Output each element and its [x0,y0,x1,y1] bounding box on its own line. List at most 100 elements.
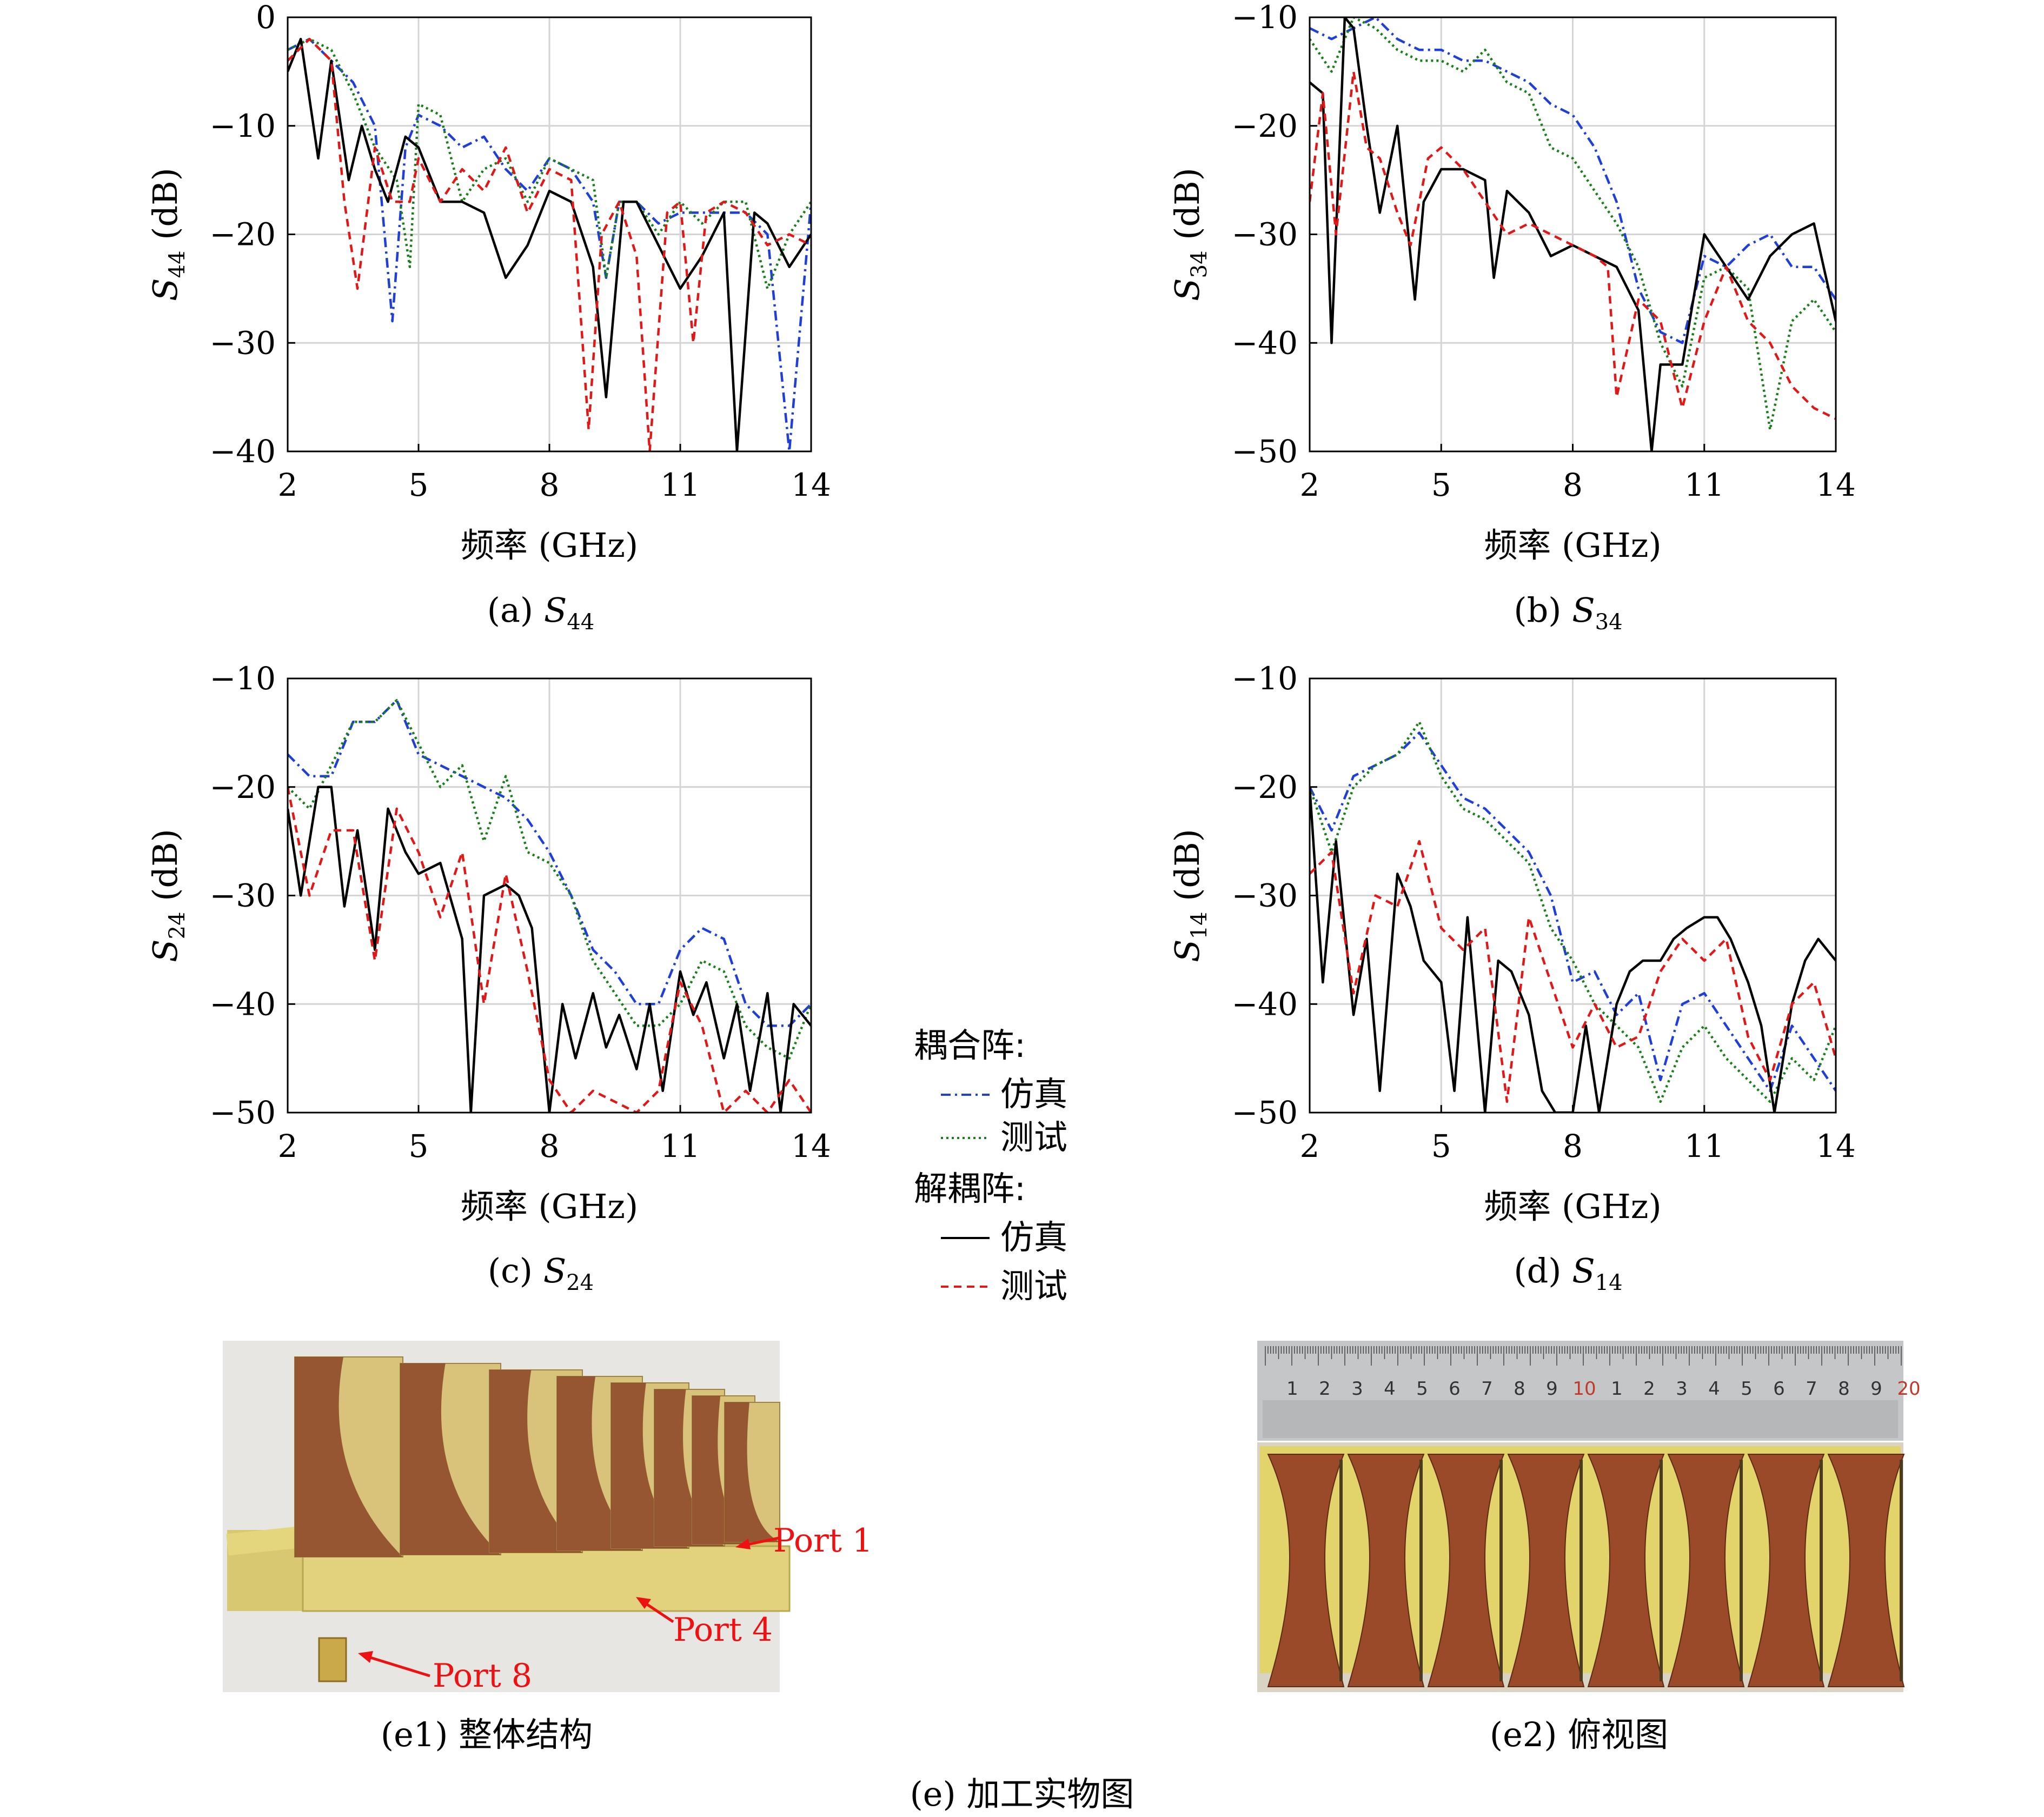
ruler-number: 9 [1870,1378,1882,1400]
ruler-number: 2 [1319,1378,1331,1400]
series-line-coupled_meas [288,698,811,1060]
y-tick-label: −20 [1232,108,1298,144]
e2-fin [1427,1454,1505,1687]
ruler-number: 10 [1572,1378,1596,1400]
ruler-numbers: 1 2 3 4 5 6 7 8 9 10 1 2 3 4 5 6 7 8 9 20 [1286,1378,1920,1400]
x-tick-label: 14 [791,1128,831,1164]
x-tick-label: 2 [1300,467,1320,503]
x-tick-label: 2 [278,1128,298,1164]
chart-c: 2 5 8 11 14 −10 −20 −30 −40 −50 频率 (GHz) S24 (dB) (c… [145,660,831,1295]
caption-e: (e) 加工实物图 [910,1774,1134,1814]
x-axis-label: 频率 (GHz) [461,525,638,565]
photo-top-view: 1 2 3 4 5 6 7 8 9 10 1 2 3 4 5 6 7 8 9 20 [1257,1341,1921,1692]
y-tick-label: −50 [1232,433,1298,470]
ruler-ticks [1265,1346,1902,1366]
series-line-decoupled_meas [288,37,811,451]
y-tick-label: −40 [1232,986,1298,1022]
e1-fin-copper [654,1389,725,1546]
x-tick-label: 11 [1684,467,1724,503]
legend-group1-meas-label: 测试 [1000,1117,1067,1157]
y-axis-label: S44 (dB) [145,168,190,301]
x-tick-label: 11 [1684,1128,1724,1164]
ruler-number: 3 [1676,1378,1688,1400]
e1-fin-copper [725,1402,780,1542]
y-axis-label: S34 (dB) [1167,168,1212,301]
legend-group2-sim-label: 仿真 [1000,1217,1067,1257]
chart-d: 2 5 8 11 14 −10 −20 −30 −40 −50 频率 (GHz) S14 (dB) (d… [1167,660,1856,1295]
x-tick-label: 5 [409,467,429,503]
chart-b: 2 5 8 11 14 −10 −20 −30 −40 −50 频率 (GHz) S34 (dB) (b… [1167,0,1856,635]
port4-annotation: Port 4 [636,1597,773,1649]
e2-fin [1587,1454,1665,1687]
y-tick-label: −10 [1232,660,1298,697]
ruler-number: 9 [1546,1378,1558,1400]
series-line-coupled_meas [288,37,811,290]
x-tick-label: 2 [1300,1128,1320,1164]
e2-fin [1507,1454,1585,1687]
y-tick-label: −50 [1232,1094,1298,1131]
series-line-decoupled_meas [1310,840,1836,1103]
y-tick-label: −30 [210,877,276,914]
e2-fin [1827,1454,1905,1687]
x-tick-label: 14 [1816,467,1856,503]
legend-group2-title: 解耦阵: [914,1169,1026,1208]
series-line-coupled_sim [288,698,811,1027]
ruler-number: 4 [1384,1378,1396,1400]
e1-fin-copper [692,1396,755,1544]
photo-overall-structure: Port 1 Port 4 Port 8 [223,1341,873,1695]
y-tick-label: −40 [210,986,276,1022]
legend: 耦合阵: 仿真 测试 解耦阵: 仿真 测试 [914,1026,1067,1306]
series-line-coupled_sim [1310,731,1836,1093]
y-tick-label: −20 [210,216,276,253]
e2-fin [1267,1454,1345,1687]
series-line-decoupled_sim [288,37,811,451]
x-tick-label: 8 [1563,467,1583,503]
caption-e1: (e1) 整体结构 [381,1715,593,1754]
ruler-number: 4 [1708,1378,1720,1400]
e2-fin [1667,1454,1745,1687]
x-tick-label: 5 [409,1128,429,1164]
x-tick-label: 2 [278,467,298,503]
ruler-number: 6 [1449,1378,1461,1400]
y-tick-label: −10 [210,108,276,144]
y-tick-label: −30 [1232,877,1298,914]
port1-label: Port 1 [773,1522,873,1560]
series-line-decoupled_sim [1310,787,1836,1113]
x-tick-label: 8 [540,1128,560,1164]
ruler-number: 1 [1286,1378,1298,1400]
x-tick-label: 8 [540,467,560,503]
ruler-number: 6 [1773,1378,1785,1400]
ruler-number: 5 [1416,1378,1428,1400]
e2-fin [1747,1454,1825,1687]
y-tick-label: −10 [210,660,276,697]
y-tick-label: −20 [210,769,276,806]
x-tick-label: 5 [1431,467,1451,503]
chart-caption: (b) S34 [1514,590,1622,635]
e1-antenna-fins [294,1356,780,1558]
ruler-number: 8 [1838,1378,1850,1400]
y-axis-label: S14 (dB) [1167,829,1212,962]
x-tick-label: 5 [1431,1128,1451,1164]
e1-fin-copper [489,1370,582,1553]
x-tick-label: 11 [660,1128,700,1164]
port4-label: Port 4 [673,1611,773,1649]
x-axis-label: 频率 (GHz) [1484,1187,1661,1226]
ruler-number: 20 [1897,1378,1920,1400]
x-tick-label: 14 [791,467,831,503]
y-tick-label: −50 [210,1094,276,1131]
e2-fin [1347,1454,1425,1687]
series-line-coupled_sim [1310,17,1836,344]
ruler-number: 1 [1611,1378,1623,1400]
charts-group: 2 5 8 11 14 0 −10 −20 −30 −40 频率 (GHz) S44 (dB) (a) … [145,0,1856,1295]
port1-annotation: Port 1 [735,1522,873,1560]
x-axis-label: 频率 (GHz) [461,1187,638,1226]
chart-a: 2 5 8 11 14 0 −10 −20 −30 −40 频率 (GHz) S44 (dB) (a) … [145,0,831,635]
ruler-number: 3 [1351,1378,1363,1400]
y-tick-label: −30 [1232,216,1298,253]
port8-label: Port 8 [433,1657,532,1695]
legend-group2-meas-label: 测试 [1000,1266,1067,1306]
y-tick-label: −10 [1232,0,1298,36]
series-line-coupled_meas [1310,17,1836,431]
chart-caption: (c) S24 [488,1251,594,1295]
